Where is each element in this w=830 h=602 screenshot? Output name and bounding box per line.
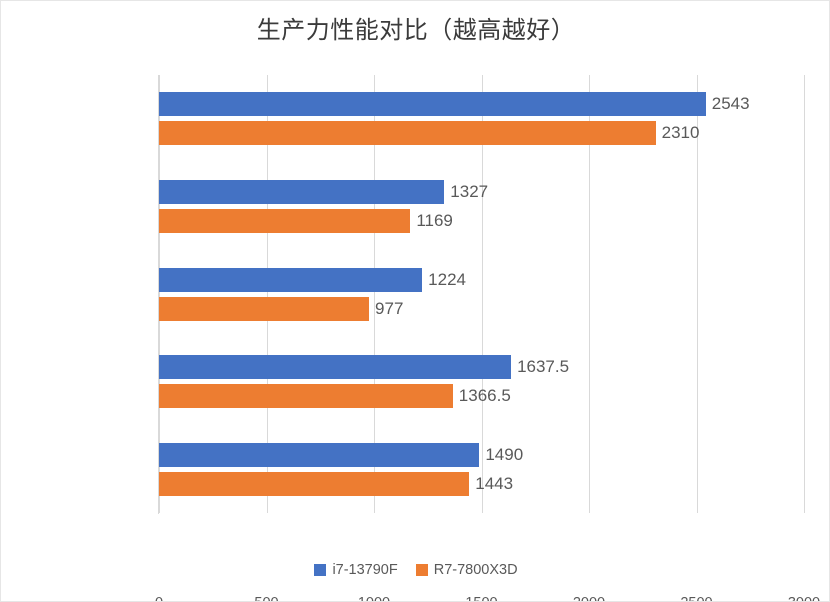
gridline [696,75,698,513]
bar [159,384,453,409]
x-tick-label: 2500 [657,594,737,601]
legend-swatch-icon [314,564,327,576]
bar-value-label: 1169 [416,210,453,230]
bar-value-label: 1490 [485,444,524,464]
plot-area: 2543 2310 1327 1169 1224 977 1637.5 1366.5 1490 1… [155,75,820,601]
bar-value-label: 1443 [475,473,514,493]
bar-value-label: 2543 [711,94,750,114]
bar [159,355,512,380]
legend-item[interactable]: R7-7800X3D [415,562,518,578]
bar [159,92,706,117]
gridline [481,75,483,513]
bar [159,471,470,496]
gridline [266,75,268,513]
bar [159,208,411,233]
bar [159,267,423,292]
bar [159,442,480,467]
legend-label: R7-7800X3D [433,562,518,578]
gridline [589,75,590,513]
gridline [159,75,160,513]
bar-value-label: 1327 [450,181,489,201]
x-tick-label: 1500 [442,594,522,601]
bar [159,296,370,321]
legend-label: i7-13790F [332,562,398,578]
gridline [374,75,375,513]
bar-value-label: 1637.5 [517,357,570,377]
legend-swatch-icon [415,564,428,576]
bar-value-label: 1366.5 [458,386,511,406]
bar-value-label: 2310 [661,123,700,143]
bar-value-label: 1224 [428,269,466,289]
chart-title: 生产力性能对比（越高越好） [256,17,576,44]
bar-value-label: 977 [375,298,404,318]
bar [159,179,445,204]
legend: i7-13790F R7-7800X3D [1,562,829,578]
bar [159,121,656,146]
x-tick-label: 500 [227,594,307,601]
x-tick-label: 3000 [764,594,829,601]
legend-item[interactable]: i7-13790F [314,562,398,578]
gridline [804,75,805,513]
x-tick-label: 2000 [549,594,629,601]
x-tick-label: 1000 [334,594,414,601]
x-tick-label: 0 [119,594,199,601]
y-axis-line [158,75,159,514]
